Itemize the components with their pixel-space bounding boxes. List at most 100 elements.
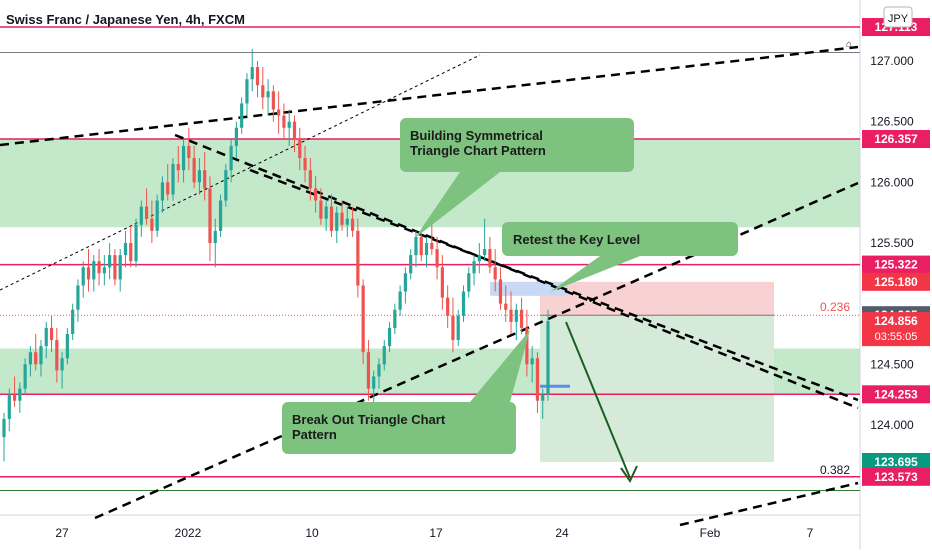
candle <box>382 340 386 371</box>
candle <box>86 249 91 292</box>
candle <box>287 109 291 146</box>
price-tag[interactable]: 125.322 <box>862 255 930 274</box>
price-tag-label: 123.695 <box>874 455 918 469</box>
trend-line[interactable] <box>0 54 481 291</box>
candle <box>525 309 529 377</box>
candle <box>345 206 349 237</box>
candle <box>118 249 122 292</box>
candle <box>509 291 513 334</box>
take-profit-zone[interactable] <box>540 315 774 463</box>
fib-level-label: 0.236 <box>820 300 850 314</box>
y-tick-label: 127.000 <box>870 54 914 68</box>
candle-body <box>102 267 106 274</box>
candle <box>308 158 312 201</box>
callout[interactable]: Retest the Key Level <box>502 222 738 292</box>
candle-body <box>266 91 270 98</box>
candle <box>314 176 318 213</box>
y-tick-label: 124.500 <box>870 357 914 371</box>
candle-body <box>461 291 466 316</box>
price-tag[interactable]: 124.253 <box>862 385 930 404</box>
candle <box>113 249 117 286</box>
stop-loss-zone[interactable] <box>540 281 774 316</box>
candle-body <box>34 352 38 365</box>
candle-body <box>203 170 207 189</box>
candle <box>81 261 85 298</box>
price-tag[interactable]: 123.573 <box>862 467 930 486</box>
candle-body <box>240 103 244 128</box>
candle-body <box>92 261 96 280</box>
candle <box>240 97 244 134</box>
fib-labels: 0.236 0.382 <box>820 300 850 477</box>
price-tag[interactable]: 126.357 <box>862 130 930 149</box>
candle-body <box>2 418 6 438</box>
candle <box>366 340 371 401</box>
price-tag-label: 123.573 <box>874 470 918 484</box>
candle-body <box>197 170 202 183</box>
candle-body <box>250 67 254 80</box>
callout-box <box>400 118 634 172</box>
candle <box>55 327 59 383</box>
candle <box>435 236 439 280</box>
candles <box>2 48 550 462</box>
candle <box>498 267 503 310</box>
candle-body <box>76 285 80 310</box>
candle-body <box>39 346 43 365</box>
candle-body <box>467 273 471 292</box>
candle <box>277 91 281 134</box>
currency-label: JPY <box>888 13 909 25</box>
candle-body <box>49 327 54 341</box>
candle <box>171 158 175 201</box>
price-tag[interactable]: 124.856 03:55:05 <box>862 312 930 347</box>
candle-body <box>387 327 392 347</box>
candle-body <box>277 109 281 116</box>
candle-body <box>514 309 518 322</box>
candle <box>192 145 196 189</box>
price-tag[interactable]: 123.695 <box>862 453 930 472</box>
alert-icon[interactable]: ⌂ <box>846 39 852 50</box>
candle <box>514 303 518 341</box>
candle-body <box>150 218 154 231</box>
x-tick-label: 10 <box>305 526 319 540</box>
trend-line[interactable] <box>0 45 859 147</box>
price-tag-bg <box>862 312 930 347</box>
candle-body <box>314 188 318 201</box>
x-tick-label: 7 <box>807 526 814 540</box>
price-tag[interactable]: 125.180 <box>862 272 930 291</box>
trend-line[interactable] <box>679 481 859 527</box>
candle-body <box>509 309 513 322</box>
candle-body <box>350 218 355 231</box>
x-tick-label: 2022 <box>175 526 202 540</box>
candle <box>361 279 365 365</box>
candle-body <box>108 255 112 268</box>
candle <box>261 67 265 110</box>
candle <box>187 127 191 171</box>
candle <box>28 346 33 377</box>
candle <box>271 85 275 122</box>
candle-body <box>187 145 191 159</box>
price-tag-label: 126.357 <box>874 132 918 146</box>
candle-body <box>229 145 233 171</box>
candle <box>71 303 75 341</box>
fib-level-label: 0.382 <box>820 463 850 477</box>
candle-body <box>329 206 334 231</box>
currency-badge[interactable]: JPY <box>883 6 913 28</box>
candle <box>23 358 27 395</box>
candle-body <box>356 230 360 286</box>
candle-body <box>440 267 444 298</box>
candle <box>504 285 508 322</box>
candle <box>467 267 471 298</box>
x-tick-label: 17 <box>429 526 443 540</box>
candle-body <box>472 261 476 274</box>
candle <box>535 352 540 413</box>
callout-text: Building Symmetrical <box>410 128 543 143</box>
price-tag-label: 124.253 <box>874 387 918 401</box>
candle-body <box>403 273 407 292</box>
candle-body <box>271 91 275 110</box>
candle-body <box>430 243 434 250</box>
trend-line[interactable] <box>249 168 859 402</box>
candle-body <box>171 164 175 195</box>
x-tick-label: Feb <box>700 526 721 540</box>
